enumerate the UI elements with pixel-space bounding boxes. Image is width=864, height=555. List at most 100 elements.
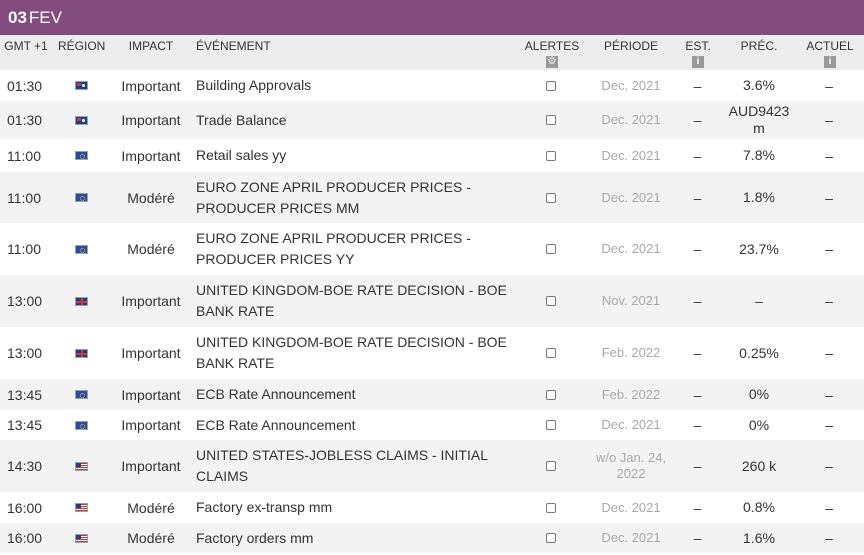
col-period-header[interactable]: PÉRIODE bbox=[603, 39, 658, 53]
region-cell bbox=[60, 523, 102, 553]
event-cell[interactable]: Factory ex-transp mm bbox=[196, 499, 333, 515]
table-row[interactable]: 13:00 Important UNITED KINGDOM-BOE RATE DE… bbox=[0, 275, 864, 327]
est-cell: – bbox=[693, 499, 702, 516]
region-cell bbox=[60, 223, 102, 275]
est-cell: – bbox=[693, 530, 702, 546]
impact-cell: Modéré bbox=[127, 241, 175, 257]
actual-cell: – bbox=[825, 112, 833, 128]
region-cell bbox=[60, 440, 102, 492]
prec-cell: 0% bbox=[748, 386, 770, 402]
est-cell: – bbox=[693, 458, 702, 474]
time-cell: 11:00 bbox=[7, 189, 41, 206]
table-row[interactable]: 13:45 Important ECB Rate Announcement Feb. … bbox=[0, 379, 864, 410]
table-row[interactable]: 01:30 Important Building Approvals Dec. 202… bbox=[0, 70, 864, 101]
time-cell: 13:45 bbox=[7, 386, 43, 403]
region-cell bbox=[60, 172, 102, 223]
alert-checkbox[interactable] bbox=[546, 192, 556, 203]
alert-cell bbox=[528, 492, 574, 523]
table-row[interactable]: 14:30 Important UNITED STATES-JOBLESS CLAI… bbox=[0, 440, 864, 492]
est-cell: – bbox=[693, 386, 702, 403]
flag-eu-icon bbox=[74, 244, 88, 254]
event-cell[interactable]: UNITED STATES-JOBLESS CLAIMS - INITIAL C… bbox=[196, 447, 488, 484]
flag-us-icon bbox=[74, 461, 88, 471]
flag-eu-icon bbox=[74, 420, 88, 430]
period-cell: Feb. 2022 bbox=[601, 386, 661, 402]
event-cell[interactable]: Trade Balance bbox=[196, 111, 287, 128]
alert-checkbox[interactable] bbox=[546, 502, 556, 513]
table-row[interactable]: 13:45 Important ECB Rate Announcement Dec. … bbox=[0, 410, 864, 440]
impact-cell: Important bbox=[121, 293, 181, 309]
actual-cell: – bbox=[825, 241, 833, 257]
col-prec-header[interactable]: PRÉC. bbox=[740, 39, 778, 53]
impact-cell: Important bbox=[121, 147, 181, 164]
time-cell: 11:00 bbox=[7, 147, 41, 164]
time-cell: 13:00 bbox=[7, 293, 43, 309]
alert-checkbox[interactable] bbox=[546, 296, 556, 306]
table-row[interactable]: 11:00 Modéré EURO ZONE APRIL PRODUCER PRIC… bbox=[0, 172, 864, 223]
event-cell[interactable]: UNITED KINGDOM-BOE RATE DECISION - BOE B… bbox=[196, 334, 507, 371]
time-cell: 11:00 bbox=[7, 241, 41, 257]
alert-cell bbox=[528, 410, 574, 440]
impact-cell: Modéré bbox=[127, 530, 175, 546]
actual-cell: – bbox=[825, 189, 833, 206]
prec-cell: 23.7% bbox=[739, 240, 779, 257]
region-cell bbox=[60, 101, 102, 139]
col-event-header[interactable]: ÉVÉNEMENT bbox=[196, 39, 271, 53]
period-cell: Dec. 2021 bbox=[601, 530, 661, 545]
alert-checkbox[interactable] bbox=[546, 420, 556, 430]
event-cell[interactable]: UNITED KINGDOM-BOE RATE DECISION - BOE B… bbox=[196, 282, 507, 319]
impact-cell: Modéré bbox=[127, 189, 175, 206]
col-alerts-label[interactable]: ALERTES bbox=[524, 39, 580, 53]
alert-checkbox[interactable] bbox=[546, 533, 556, 543]
flag-au-icon bbox=[74, 115, 88, 125]
est-cell: – bbox=[693, 241, 702, 257]
table-row[interactable]: 16:00 Modéré Factory ex-transp mm Dec. 2021… bbox=[0, 492, 864, 523]
time-cell: 13:00 bbox=[7, 345, 43, 361]
col-actual-label[interactable]: ACTUEL bbox=[806, 39, 854, 53]
prec-cell: 7.8% bbox=[743, 147, 775, 163]
actual-cell: – bbox=[825, 293, 833, 309]
col-region-header[interactable]: RÉGION bbox=[58, 39, 106, 53]
alert-checkbox[interactable] bbox=[546, 389, 556, 400]
alert-checkbox[interactable] bbox=[546, 244, 556, 254]
gear-icon[interactable]: ⚙ bbox=[546, 56, 558, 68]
info-icon[interactable]: i bbox=[824, 56, 836, 68]
col-impact-header[interactable]: IMPACT bbox=[128, 39, 174, 53]
event-cell[interactable]: ECB Rate Announcement bbox=[196, 416, 356, 433]
table-row[interactable]: 11:00 Modéré EURO ZONE APRIL PRODUCER PRIC… bbox=[0, 223, 864, 275]
table-row[interactable]: 16:00 Modéré Factory orders mm Dec. 2021 – 1.… bbox=[0, 523, 864, 553]
est-cell: – bbox=[693, 293, 702, 309]
table-row[interactable]: 01:30 Important Trade Balance Dec. 2021 – AUD… bbox=[0, 101, 864, 139]
est-cell: – bbox=[693, 417, 702, 433]
event-cell[interactable]: Building Approvals bbox=[196, 77, 312, 93]
event-cell[interactable]: ECB Rate Announcement bbox=[196, 386, 356, 402]
alert-cell bbox=[528, 139, 574, 172]
col-est-label[interactable]: EST. bbox=[685, 39, 711, 53]
event-cell[interactable]: Retail sales yy bbox=[196, 147, 287, 163]
event-cell[interactable]: EURO ZONE APRIL PRODUCER PRICES - PRODUC… bbox=[196, 230, 471, 267]
event-cell[interactable]: Factory orders mm bbox=[196, 529, 314, 546]
period-cell: Feb. 2022 bbox=[601, 345, 661, 360]
alert-cell bbox=[528, 101, 574, 139]
est-cell: – bbox=[693, 77, 702, 94]
alert-cell bbox=[528, 172, 574, 223]
date-month: FEV bbox=[28, 7, 62, 27]
event-cell[interactable]: EURO ZONE APRIL PRODUCER PRICES - PRODUC… bbox=[196, 178, 471, 216]
alert-checkbox[interactable] bbox=[546, 348, 556, 358]
alert-checkbox[interactable] bbox=[546, 115, 556, 125]
alert-cell bbox=[528, 223, 574, 275]
col-time-header[interactable]: GMT +1 bbox=[4, 39, 48, 53]
alert-cell bbox=[528, 440, 574, 492]
alert-checkbox[interactable] bbox=[546, 150, 556, 161]
alert-cell bbox=[528, 379, 574, 410]
actual-cell: – bbox=[825, 386, 833, 403]
table-row[interactable]: 11:00 Important Retail sales yy Dec. 2021 – 7… bbox=[0, 139, 864, 172]
alert-checkbox[interactable] bbox=[546, 80, 556, 91]
region-cell bbox=[60, 379, 102, 410]
region-cell bbox=[60, 70, 102, 101]
table-row[interactable]: 13:00 Important UNITED KINGDOM-BOE RATE DE… bbox=[0, 327, 864, 379]
alert-checkbox[interactable] bbox=[546, 461, 556, 471]
info-icon[interactable]: i bbox=[692, 56, 704, 68]
region-cell bbox=[60, 492, 102, 523]
impact-cell: Important bbox=[121, 345, 181, 361]
